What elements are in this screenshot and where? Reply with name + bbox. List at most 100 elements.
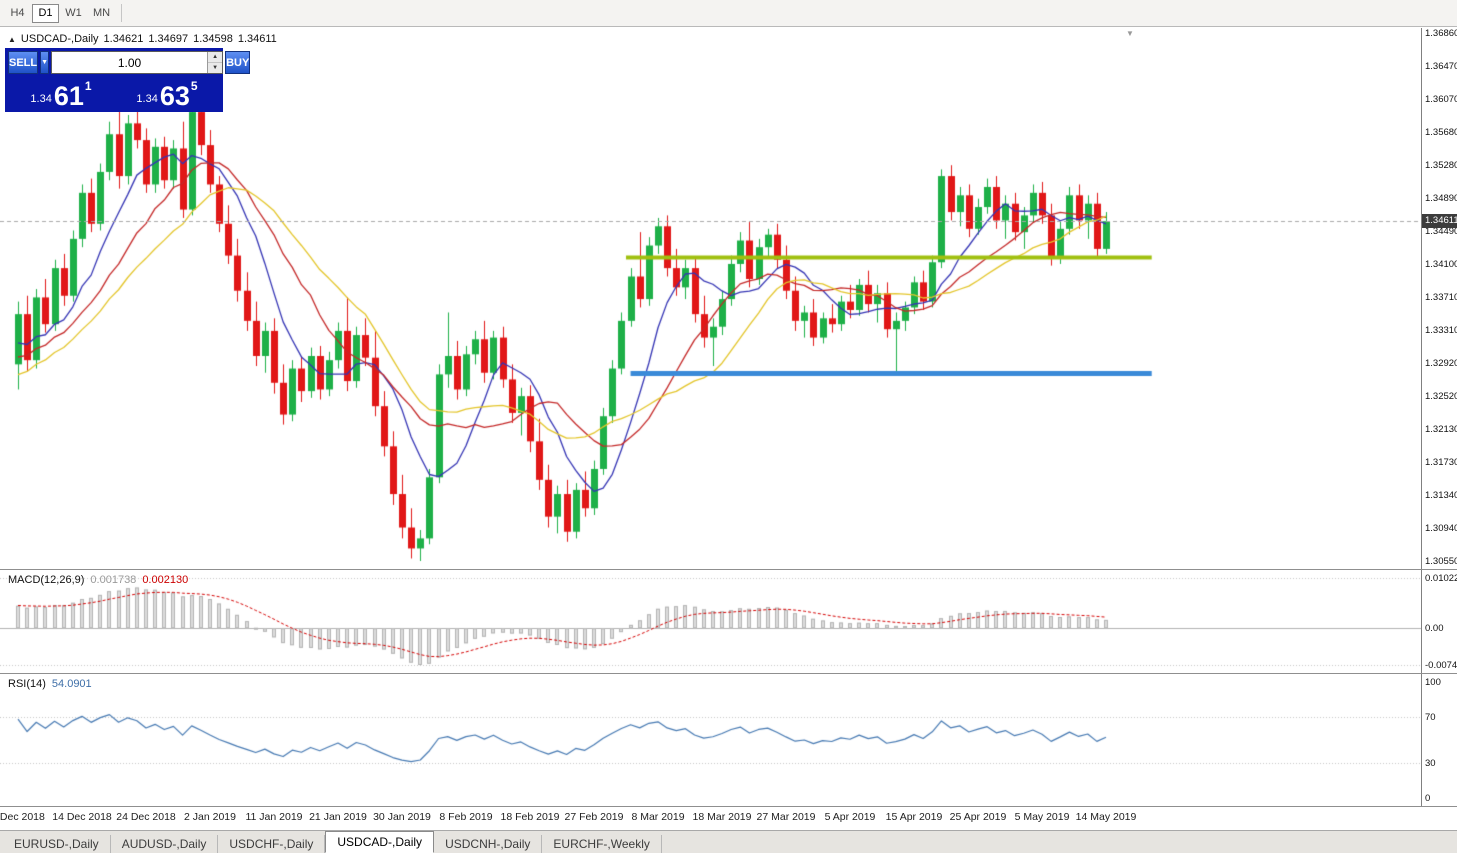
order-options-dropdown[interactable]: ▼ <box>40 51 50 74</box>
price-tick: 1.32130 <box>1425 423 1457 435</box>
price-tick: 1.30940 <box>1425 523 1457 535</box>
sell-price-pip: 1 <box>84 79 92 93</box>
price-tick: 1.32520 <box>1425 391 1457 403</box>
volume-increase-button[interactable]: ▲ <box>208 52 223 63</box>
volume-spinner: ▲ ▼ <box>207 52 223 73</box>
price-axis[interactable]: 1.36860 1.36470 1.36070 1.35680 1.35280 1.348… <box>1421 28 1457 806</box>
rsi-title-label: RSI(14) <box>8 678 46 690</box>
buy-button[interactable]: BUY <box>225 51 251 74</box>
date-tick: 8 Mar 2019 <box>631 811 685 823</box>
price-tick: 1.35280 <box>1425 160 1457 172</box>
buy-price-prefix: 1.34 <box>136 93 158 105</box>
price-tick: 1.36470 <box>1425 60 1457 72</box>
date-tick: 14 May 2019 <box>1075 811 1137 823</box>
volume-box: ▲ ▼ <box>51 51 224 74</box>
buy-price-pip: 5 <box>190 79 198 93</box>
date-tick: 5 May 2019 <box>1014 811 1070 823</box>
timeframe-tabs: H4 D1 W1 MN <box>4 3 115 23</box>
macd-tick: 0.01022 <box>1425 573 1457 584</box>
rsi-value: 54.0901 <box>51 678 92 690</box>
chart-tab-audusd-daily[interactable]: AUDUSD-,Daily <box>111 835 219 853</box>
date-tick: 11 Jan 2019 <box>245 811 303 823</box>
macd-main-value: 0.001738 <box>90 574 137 586</box>
trade-prices-row: 1.34 61 1 1.34 63 5 <box>8 76 220 112</box>
rsi-header: RSI(14) 54.0901 <box>8 678 92 690</box>
macd-signal-value: 0.002130 <box>142 574 189 586</box>
price-tick: 1.31730 <box>1425 457 1457 469</box>
price-tick: 1.36070 <box>1425 94 1457 106</box>
buy-price[interactable]: 1.34 63 5 <box>114 76 220 112</box>
date-tick: 18 Feb 2019 <box>500 811 560 823</box>
macd-header: MACD(12,26,9) 0.001738 0.002130 <box>8 574 188 586</box>
volume-decrease-button[interactable]: ▼ <box>208 63 223 73</box>
time-axis[interactable]: 5 Dec 2018 14 Dec 2018 24 Dec 2018 2 Jan 20… <box>0 806 1457 830</box>
sell-price-big: 61 <box>53 81 84 112</box>
rsi-panel-canvas[interactable] <box>0 674 1421 806</box>
price-tick: 1.35680 <box>1425 126 1457 138</box>
chart-shift-marker-icon[interactable]: ▼ <box>1126 29 1134 38</box>
rsi-tick: 100 <box>1425 677 1441 688</box>
main-chart-canvas[interactable] <box>0 28 1421 569</box>
price-tick: 1.34100 <box>1425 258 1457 270</box>
symbol-marker-icon: ▲ <box>8 34 16 44</box>
rsi-tick: 30 <box>1425 758 1436 770</box>
date-tick: 25 Apr 2019 <box>949 811 1007 823</box>
ohlc-low: 1.34598 <box>193 33 233 45</box>
buy-price-big: 63 <box>159 81 190 112</box>
ohlc-high: 1.34697 <box>148 33 189 45</box>
symbol-label: USDCAD-,Daily <box>20 33 99 45</box>
ohlc-open: 1.34621 <box>103 33 144 45</box>
macd-panel-canvas[interactable] <box>0 570 1421 673</box>
arrow-up-icon: ▲ <box>212 54 219 60</box>
toolbar-divider <box>121 4 122 22</box>
date-tick: 30 Jan 2019 <box>373 811 431 823</box>
date-tick: 27 Mar 2019 <box>756 811 816 823</box>
date-tick: 5 Dec 2018 <box>0 811 45 823</box>
chart-tab-eurchf-weekly[interactable]: EURCHF-,Weekly <box>542 835 662 853</box>
date-tick: 21 Jan 2019 <box>309 811 367 823</box>
price-tick: 1.34890 <box>1425 192 1457 204</box>
macd-title-label: MACD(12,26,9) <box>8 574 85 586</box>
rsi-tick: 70 <box>1425 711 1436 723</box>
sell-button[interactable]: SELL <box>8 51 39 74</box>
price-tick: 1.33310 <box>1425 325 1457 337</box>
date-tick: 24 Dec 2018 <box>116 811 176 823</box>
chart-header: ▲ USDCAD-,Daily 1.34621 1.34697 1.34598 … <box>8 33 277 45</box>
macd-tick: -0.00747 <box>1425 660 1457 671</box>
timeframe-tab-h4[interactable]: H4 <box>10 7 25 19</box>
sell-price[interactable]: 1.34 61 1 <box>8 76 114 112</box>
date-tick: 18 Mar 2019 <box>692 811 752 823</box>
date-tick: 8 Feb 2019 <box>439 811 493 823</box>
timeframe-tab-w1[interactable]: W1 <box>65 7 82 19</box>
date-tick: 27 Feb 2019 <box>564 811 624 823</box>
timeframe-toolbar: H4 D1 W1 MN <box>0 0 1457 27</box>
sell-price-prefix: 1.34 <box>30 93 52 105</box>
chart-tab-usdchf-daily[interactable]: USDCHF-,Daily <box>218 835 326 853</box>
current-price-badge: 1.34611 <box>1422 214 1457 229</box>
volume-input[interactable] <box>52 52 208 73</box>
price-tick: 1.36860 <box>1425 28 1457 39</box>
one-click-trading-panel: SELL ▼ ▲ ▼ BUY 1.34 61 1 1.34 63 <box>5 48 251 112</box>
date-tick: 5 Apr 2019 <box>824 811 876 823</box>
chevron-down-icon: ▼ <box>41 59 49 66</box>
macd-tick: 0.00 <box>1425 623 1444 635</box>
price-tick: 1.31340 <box>1425 489 1457 501</box>
price-tick: 1.30550 <box>1425 556 1457 567</box>
date-tick: 15 Apr 2019 <box>885 811 943 823</box>
rsi-tick: 0 <box>1425 793 1431 804</box>
ohlc-close: 1.34611 <box>237 33 277 45</box>
timeframe-tab-d1[interactable]: D1 <box>32 3 59 23</box>
panel-splitter-macd[interactable] <box>0 569 1457 570</box>
price-tick: 1.32920 <box>1425 357 1457 369</box>
timeframe-tab-mn[interactable]: MN <box>92 7 111 19</box>
chart-tab-usdcad-daily[interactable]: USDCAD-,Daily <box>325 831 435 853</box>
panel-splitter-rsi[interactable] <box>0 673 1457 674</box>
date-tick: 14 Dec 2018 <box>52 811 112 823</box>
chart-tabs-bar: EURUSD-,Daily AUDUSD-,Daily USDCHF-,Daily U… <box>0 830 1457 853</box>
chart-tab-usdcnh-daily[interactable]: USDCNH-,Daily <box>434 835 543 853</box>
arrow-down-icon: ▼ <box>212 65 219 71</box>
price-tick: 1.34490 <box>1425 226 1457 238</box>
trade-controls-row: SELL ▼ ▲ ▼ BUY <box>8 51 251 74</box>
chart-tab-eurusd-daily[interactable]: EURUSD-,Daily <box>3 835 111 853</box>
